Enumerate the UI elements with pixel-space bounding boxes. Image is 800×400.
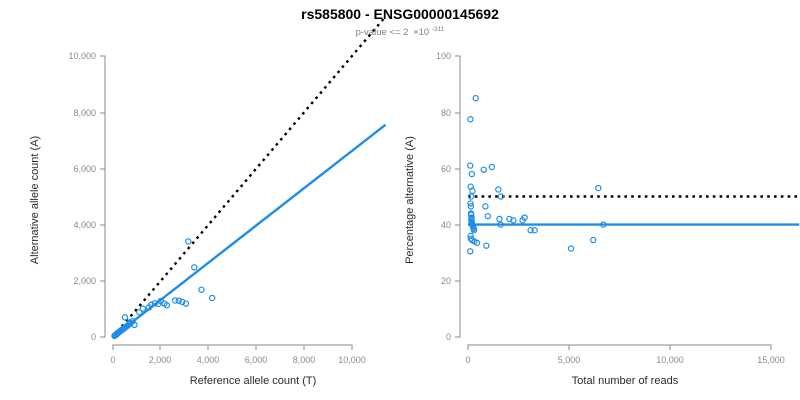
identity-reference-line [112, 15, 387, 338]
data-point [136, 309, 143, 316]
data-point [484, 212, 491, 220]
y-tick-label: 10,000 [68, 51, 96, 61]
y-tick-label: 80 [441, 108, 451, 118]
y-tick-label: 40 [441, 220, 451, 230]
data-point [497, 221, 504, 228]
y-tick-label: 0 [446, 332, 451, 342]
data-point [179, 298, 186, 306]
data-point [208, 294, 216, 302]
data-point [467, 203, 475, 210]
y-tick-label: 6,000 [73, 164, 96, 174]
x-tick-label: 4,000 [197, 355, 220, 365]
figure-subtitle: p-value <= 2 ×10 -311 [356, 26, 445, 38]
y-tick-label: 20 [441, 276, 451, 286]
left-panel-axes: 0 2,000 4,000 6,000 8,000 10,000 0 2,000 4,000 6,… [68, 51, 365, 365]
subtitle-exponent: -311 [432, 26, 445, 33]
right-panel-axes: 0 5,000 10,000 15,000 0 20 40 60 80 100 [436, 51, 785, 365]
figure-title: rs585800 - ENSG00000145692 [301, 6, 499, 22]
x-tick-label: 15,000 [757, 355, 785, 365]
data-point [510, 217, 517, 224]
x-tick-label: 8,000 [293, 355, 316, 365]
left-x-axis-title: Reference allele count (T) [190, 375, 317, 387]
data-point [151, 300, 159, 307]
y-axis-line [100, 55, 106, 338]
data-point [468, 170, 476, 178]
right-y-axis-title: Percentage alternative (A) [404, 136, 416, 264]
data-point [482, 203, 489, 210]
data-point [473, 239, 481, 247]
subtitle-times: ×10 [413, 27, 429, 38]
data-point [595, 184, 602, 192]
data-point [126, 319, 133, 326]
x-tick-label: 2,000 [149, 355, 172, 365]
left-panel-data-layer [111, 15, 387, 340]
left-panel: 0 2,000 4,000 6,000 8,000 10,000 0 2,000 4,000 6,… [29, 15, 387, 387]
x-tick-label: 5,000 [558, 355, 581, 365]
data-point [488, 163, 496, 171]
data-point [495, 186, 502, 193]
data-point [467, 248, 474, 255]
data-point [467, 193, 475, 200]
data-point [185, 238, 192, 245]
data-point [470, 227, 478, 234]
data-point [131, 321, 138, 329]
data-point [527, 227, 534, 234]
data-point [472, 94, 479, 102]
y-tick-label: 100 [436, 51, 451, 61]
data-point [521, 214, 528, 221]
y-tick-label: 60 [441, 164, 451, 174]
x-tick-label: 10,000 [338, 355, 366, 365]
data-point [469, 187, 476, 195]
y-tick-label: 2,000 [73, 276, 96, 286]
y-axis-line [455, 55, 461, 338]
y-tick-label: 0 [91, 332, 96, 342]
data-point [467, 200, 474, 207]
right-panel-data-layer [467, 94, 800, 255]
data-point [467, 162, 474, 169]
data-point [467, 116, 474, 123]
x-tick-label: 6,000 [245, 355, 268, 365]
x-axis-line [467, 344, 772, 350]
x-tick-label: 0 [110, 355, 115, 365]
left-y-axis-title: Alternative allele count (A) [29, 136, 41, 264]
data-point [148, 301, 155, 308]
data-point [496, 215, 503, 223]
y-tick-label: 8,000 [73, 108, 96, 118]
right-panel: 0 5,000 10,000 15,000 0 20 40 60 80 100 Total num… [404, 51, 800, 387]
data-point [175, 297, 182, 304]
data-point [497, 193, 505, 200]
x-axis-line [112, 344, 353, 350]
data-point [182, 300, 190, 307]
data-point [483, 242, 490, 249]
data-point [531, 227, 538, 234]
subtitle-prefix: p-value <= 2 [356, 27, 409, 38]
x-tick-label: 0 [465, 355, 470, 365]
right-x-axis-title: Total number of reads [572, 375, 679, 387]
data-point [171, 297, 179, 304]
data-point [191, 264, 198, 271]
data-point [600, 221, 607, 228]
x-tick-label: 10,000 [656, 355, 684, 365]
y-tick-label: 4,000 [73, 220, 96, 230]
data-point [480, 166, 487, 174]
data-point [163, 302, 170, 309]
data-point [139, 305, 147, 312]
data-point [506, 215, 513, 223]
data-point [567, 245, 575, 252]
data-point [590, 236, 597, 244]
data-point [121, 314, 129, 321]
data-point [198, 286, 205, 293]
